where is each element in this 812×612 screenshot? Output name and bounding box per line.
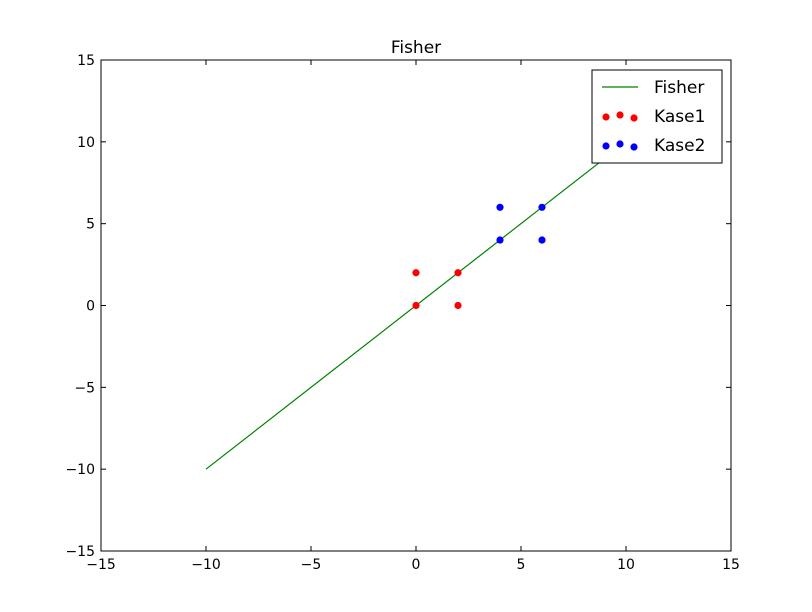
data-point-kase2 xyxy=(496,203,504,211)
x-tick-label: 15 xyxy=(722,557,740,573)
y-tick-label: 5 xyxy=(86,217,95,233)
x-tick-label: −10 xyxy=(191,557,221,573)
y-tick-label: −10 xyxy=(65,462,95,478)
plot-area xyxy=(205,141,627,470)
legend-swatch-kase2 xyxy=(602,142,610,150)
chart-title: Fisher xyxy=(391,38,441,58)
data-point-kase1 xyxy=(454,269,462,277)
y-tick-label: −15 xyxy=(65,544,95,560)
legend-label-kase1: Kase1 xyxy=(654,107,705,127)
data-point-kase1 xyxy=(412,301,420,310)
legend-swatch-kase1 xyxy=(616,111,624,119)
x-tick-label: 0 xyxy=(412,557,421,573)
legend-label-kase2: Kase2 xyxy=(654,136,705,156)
legend-swatch-kase2 xyxy=(630,143,638,151)
y-tick-label: 15 xyxy=(77,53,95,69)
x-tick-label: 10 xyxy=(617,557,635,573)
legend-label-fisher: Fisher xyxy=(654,78,704,98)
y-tick-label: −5 xyxy=(74,380,95,396)
data-point-kase1 xyxy=(454,301,462,310)
legend-box xyxy=(591,69,723,164)
legend-swatch-kase1 xyxy=(630,114,638,122)
data-point-kase2 xyxy=(538,236,546,244)
data-point-kase1 xyxy=(412,269,420,277)
y-tick-label: 10 xyxy=(77,135,95,151)
y-tick-label: 0 xyxy=(86,299,95,315)
x-tick-label: −5 xyxy=(301,557,322,573)
legend-swatch-kase2 xyxy=(616,140,624,148)
x-tick-label: −15 xyxy=(86,557,116,573)
legend: Fisher Kase1 Kase2 xyxy=(591,69,723,164)
axis-ticks: −15 −10 −5 0 5 10 15 −15 −10 −5 0 5 10 15 xyxy=(65,53,739,573)
data-point-kase2 xyxy=(496,236,504,244)
legend-swatch-kase1 xyxy=(602,113,610,121)
data-point-kase2 xyxy=(538,203,546,211)
x-tick-label: 5 xyxy=(517,557,526,573)
